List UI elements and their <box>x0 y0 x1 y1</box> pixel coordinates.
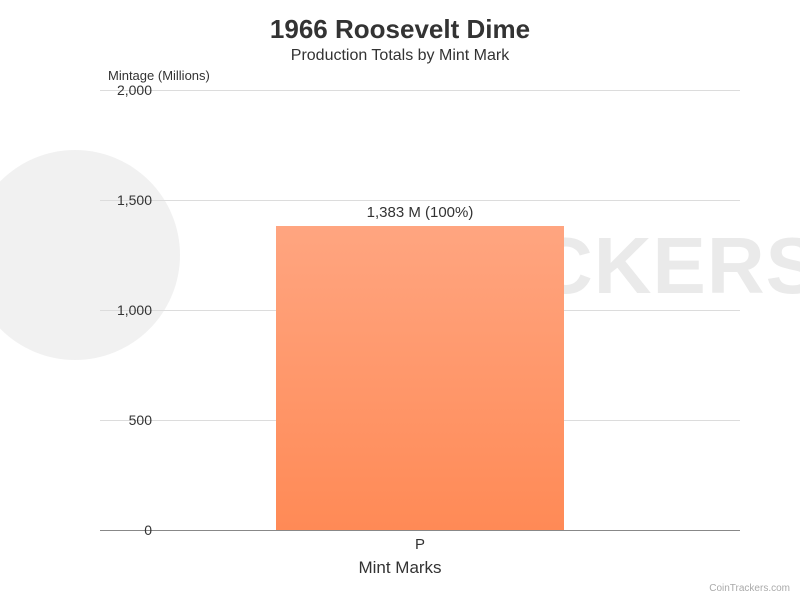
y-tick-label: 2,000 <box>92 82 152 98</box>
y-tick-label: 1,500 <box>92 192 152 208</box>
x-axis-label: Mint Marks <box>0 558 800 578</box>
attribution-text: CoinTrackers.com <box>709 583 790 594</box>
y-tick-label: 0 <box>92 522 152 538</box>
chart-subtitle: Production Totals by Mint Mark <box>0 47 800 65</box>
y-axis-label: Mintage (Millions) <box>108 68 210 83</box>
gridline <box>100 200 740 201</box>
bar-value-label: 1,383 M (100%) <box>276 204 564 221</box>
x-tick-label: P <box>276 536 564 553</box>
plot-area: 1,383 M (100%)P <box>100 90 740 530</box>
chart-title: 1966 Roosevelt Dime <box>0 0 800 45</box>
y-tick-label: 500 <box>92 412 152 428</box>
y-tick-label: 1,000 <box>92 302 152 318</box>
gridline <box>100 90 740 91</box>
baseline <box>100 530 740 531</box>
bar <box>276 226 564 530</box>
